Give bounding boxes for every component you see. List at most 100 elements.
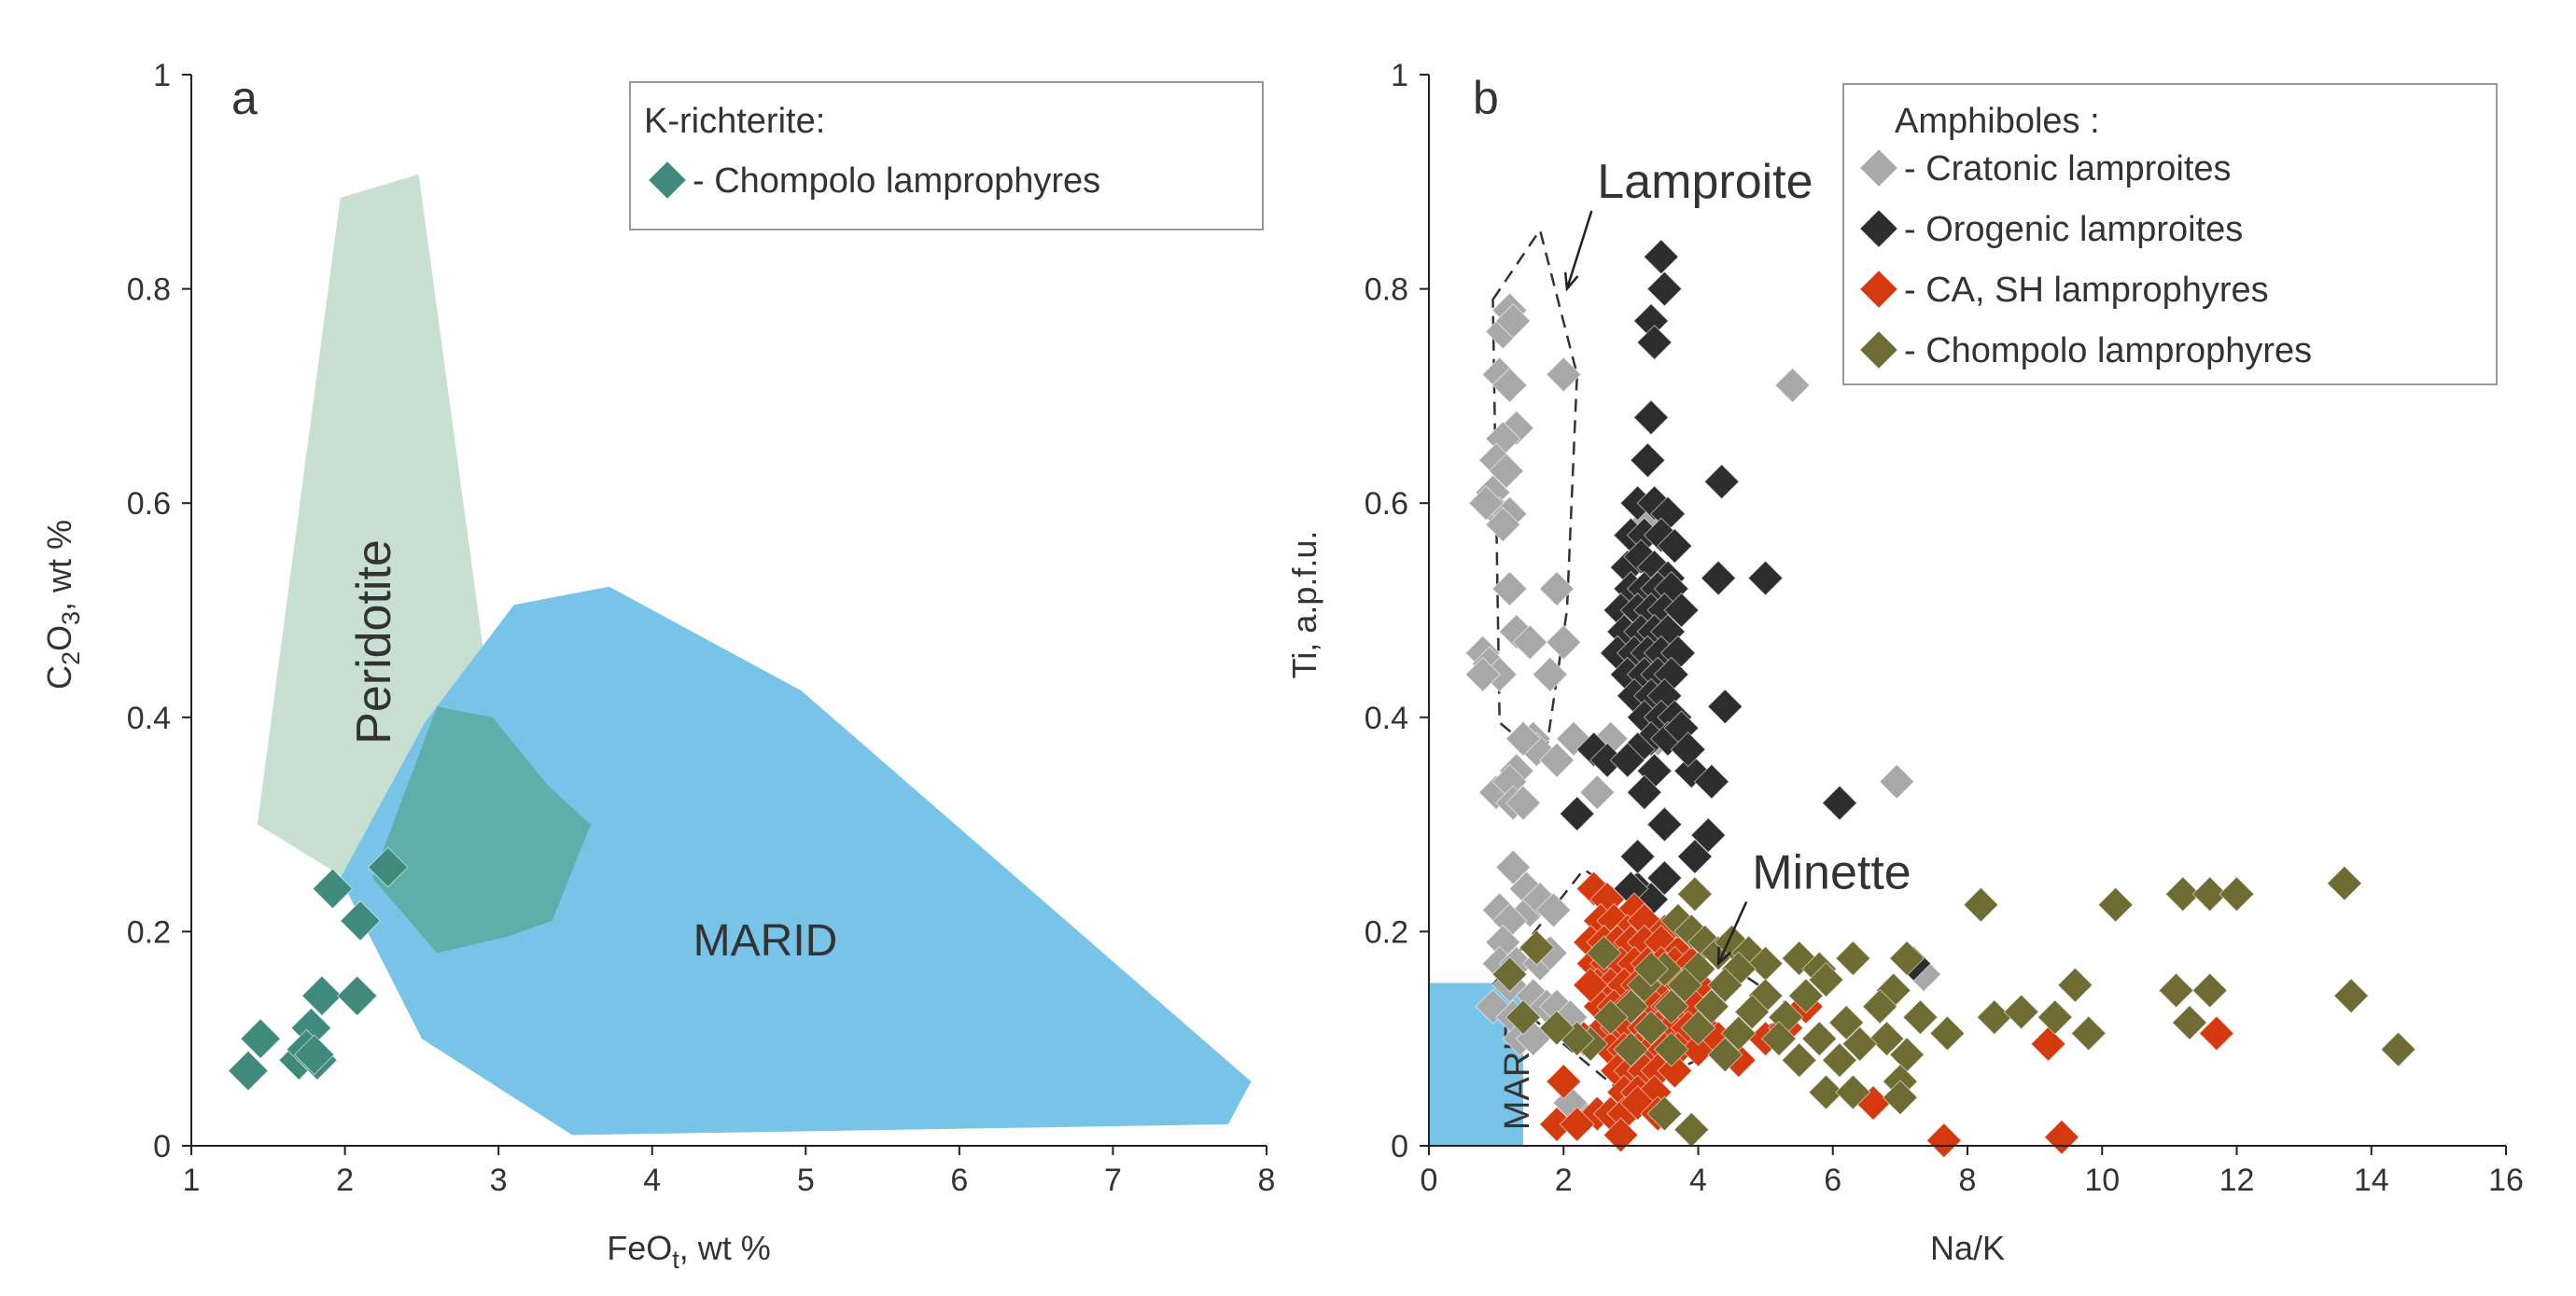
- b-point-chompolo-lamprophyres: [2037, 999, 2073, 1036]
- b-point-orogenic-lamproites: [1619, 838, 1656, 875]
- b-point-chompolo-lamprophyres: [2219, 876, 2255, 913]
- a-x-tick-label: 1: [183, 1163, 201, 1198]
- b-point-chompolo-lamprophyres: [2191, 876, 2228, 913]
- b-x-tick-label: 10: [2084, 1163, 2120, 1198]
- b-point-chompolo-lamprophyres: [1835, 941, 1871, 977]
- b-point-chompolo-lamprophyres: [1680, 1010, 1716, 1046]
- b-point-ca-sh-lamprophyres: [1603, 1117, 1639, 1153]
- b-legend-title: Amphiboles :: [1895, 102, 2100, 141]
- a-field-marid: [340, 586, 1252, 1136]
- b-point-chompolo-lamprophyres: [2070, 1015, 2107, 1052]
- a-legend: K-richterite: - Chompolo lamprophyres: [629, 81, 1264, 230]
- b-point-chompolo-lamprophyres: [1747, 945, 1784, 982]
- b-point-ca-sh-lamprophyres: [1559, 1106, 1595, 1143]
- a-x-tick-label: 2: [336, 1163, 354, 1198]
- b-point-chompolo-lamprophyres: [1787, 978, 1824, 1014]
- b-point-chompolo-lamprophyres: [1653, 1031, 1689, 1067]
- b-point-cratonic-lamproites: [1512, 624, 1548, 661]
- a-point-chompolo-lamprophyres: [301, 975, 343, 1017]
- b-x-tick-label: 2: [1555, 1163, 1573, 1198]
- b-x-axis-title: Na/K: [1930, 1229, 2005, 1267]
- a-legend-title: K-richterite:: [644, 102, 825, 141]
- b-point-ca-sh-lamprophyres: [1925, 1122, 1962, 1159]
- a-panel-label: a: [231, 72, 258, 124]
- b-y-tick-label: 0.6: [1365, 486, 1408, 522]
- b-y-tick-label: 0.4: [1365, 701, 1408, 736]
- a-point-chompolo-lamprophyres: [340, 899, 381, 941]
- b-point-cratonic-lamproites: [1485, 507, 1521, 543]
- a-x-tick-label: 4: [643, 1163, 661, 1198]
- a-y-tick-label: 0.8: [127, 272, 171, 308]
- b-y-tick-label: 0.8: [1365, 272, 1408, 308]
- b-point-chompolo-lamprophyres: [2171, 1004, 2208, 1041]
- b-point-cratonic-lamproites: [1579, 774, 1616, 811]
- a-fields: [257, 174, 1252, 1136]
- b-point-chompolo-lamprophyres: [1801, 1021, 1838, 1057]
- b-point-chompolo-lamprophyres: [2380, 1031, 2416, 1067]
- b-point-ca-sh-lamprophyres: [2030, 1025, 2066, 1062]
- b-point-chompolo-lamprophyres: [1781, 1042, 1817, 1079]
- b-point-chompolo-lamprophyres: [1613, 1031, 1649, 1067]
- b-y-tick-label: 0: [1391, 1129, 1408, 1164]
- b-point-orogenic-lamproites: [1747, 560, 1784, 596]
- b-point-ca-sh-lamprophyres: [1546, 1064, 1582, 1100]
- b-point-chompolo-lamprophyres: [1707, 1037, 1743, 1073]
- b-x-tick-label: 0: [1421, 1163, 1438, 1198]
- b-point-cratonic-lamproites: [1546, 624, 1582, 661]
- b-point-chompolo-lamprophyres: [2326, 865, 2362, 901]
- b-point-orogenic-lamproites: [1632, 302, 1670, 340]
- b-point-chompolo-lamprophyres: [1902, 999, 1939, 1036]
- b-x-tick-label: 4: [1689, 1163, 1707, 1198]
- b-point-chompolo-lamprophyres: [1592, 999, 1629, 1036]
- b-point-ca-sh-lamprophyres: [1538, 1106, 1575, 1143]
- b-point-cratonic-lamproites: [1532, 656, 1568, 692]
- a-y-tick-label: 0.6: [127, 486, 171, 522]
- b-point-chompolo-lamprophyres: [1632, 1010, 1670, 1046]
- b-y-axis-title: Ti, a.p.f.u.: [1285, 531, 1323, 679]
- b-legend-entry-ca-sh: - CA, SH lamprophyres: [1904, 271, 2269, 310]
- a-y-tick-label: 0: [153, 1129, 171, 1164]
- a-y-tick-label: 0.4: [127, 701, 171, 736]
- b-point-chompolo-lamprophyres: [1889, 941, 1925, 977]
- b-point-orogenic-lamproites: [1703, 464, 1740, 500]
- b-point-cratonic-lamproites: [1491, 570, 1528, 607]
- b-point-cratonic-lamproites: [1464, 656, 1501, 692]
- b-point-cratonic-lamproites: [1538, 570, 1575, 607]
- b-x-tick-label: 16: [2488, 1163, 2524, 1198]
- a-x-axis-title: FeOt, wt %: [607, 1229, 771, 1274]
- b-points: [1464, 239, 2416, 1159]
- a-x-tick-label: 3: [490, 1163, 508, 1198]
- b-point-orogenic-lamproites: [1657, 528, 1693, 564]
- b-point-chompolo-lamprophyres: [1976, 999, 2012, 1036]
- b-point-chompolo-lamprophyres: [2158, 972, 2194, 1009]
- b-x-tick-label: 6: [1824, 1163, 1841, 1198]
- b-point-cratonic-lamproites: [1495, 302, 1532, 340]
- b-point-chompolo-lamprophyres: [1808, 1074, 1844, 1110]
- b-annotations: Lamproite Minette: [1563, 155, 1911, 967]
- b-point-orogenic-lamproites: [1626, 774, 1662, 811]
- b-point-chompolo-lamprophyres: [2191, 972, 2228, 1009]
- b-point-cratonic-lamproites: [1546, 356, 1582, 393]
- b-point-cratonic-lamproites: [1505, 785, 1542, 821]
- b-point-chompolo-lamprophyres: [1869, 1021, 1905, 1057]
- b-point-chompolo-lamprophyres: [1676, 876, 1713, 913]
- b-point-chompolo-lamprophyres: [1889, 1037, 1925, 1073]
- b-point-ca-sh-lamprophyres: [2198, 1015, 2234, 1052]
- b-point-orogenic-lamproites: [1701, 560, 1737, 596]
- b-point-orogenic-lamproites: [1632, 399, 1670, 436]
- b-point-orogenic-lamproites: [1821, 785, 1858, 821]
- b-legend-box: [1842, 83, 2498, 385]
- b-point-orogenic-lamproites: [1693, 763, 1729, 800]
- b-ticks: 0 2 4 6 8 10 12 14 16 0 0.2 0.4 0.6 0.8 1: [1365, 58, 2524, 1198]
- b-panel-label: b: [1473, 72, 1499, 124]
- a-points: [227, 846, 409, 1092]
- b-point-cratonic-lamproites: [1538, 742, 1575, 778]
- b-legend-entry-orogenic: - Orogenic lamproites: [1904, 210, 2243, 249]
- b-point-cratonic-lamproites: [1774, 367, 1811, 403]
- a-x-tick-label: 6: [950, 1163, 968, 1198]
- b-point-chompolo-lamprophyres: [1760, 1021, 1798, 1057]
- b-legend-entry-cratonic: - Cratonic lamproites: [1904, 149, 2232, 188]
- a-point-chompolo-lamprophyres: [336, 975, 378, 1017]
- panel-a: 1 2 3 4 5 6 7 800.20.40.60.81 Peridotite MARID …: [40, 58, 1275, 1274]
